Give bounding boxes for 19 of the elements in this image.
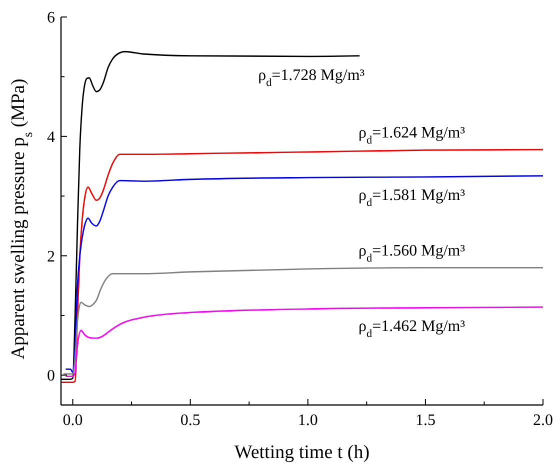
y-tick-label: 4 <box>47 128 55 146</box>
x-axis-title: Wetting time t (h) <box>234 442 370 463</box>
series-label: ρ$_{d}$=1.728 Mg/m³ <box>258 66 365 89</box>
series-label: ρ$_{d}$=1.462 Mg/m³ <box>358 318 466 340</box>
series-label: ρ$_{d}$=1.560 Mg/m³ <box>358 242 466 265</box>
x-tick-label: 1.5 <box>415 412 436 429</box>
x-tick-label: 1.0 <box>298 412 318 429</box>
x-tick-label: 0.5 <box>180 412 200 429</box>
x-tick-label: 2.0 <box>533 412 553 429</box>
y-tick-label: 6 <box>47 10 55 26</box>
series-label: ρ$_{d}$=1.624 Mg/m³ <box>358 124 466 147</box>
line-series <box>62 267 544 375</box>
x-tick-label: 0.0 <box>62 412 83 429</box>
y-tick-label: 0 <box>47 368 55 385</box>
y-tick-label: 2 <box>47 248 55 266</box>
line-series <box>65 306 544 378</box>
line-series <box>60 148 544 384</box>
series-label: ρ$_{d}$=1.581 Mg/m³ <box>358 186 466 209</box>
line-series <box>65 175 544 373</box>
